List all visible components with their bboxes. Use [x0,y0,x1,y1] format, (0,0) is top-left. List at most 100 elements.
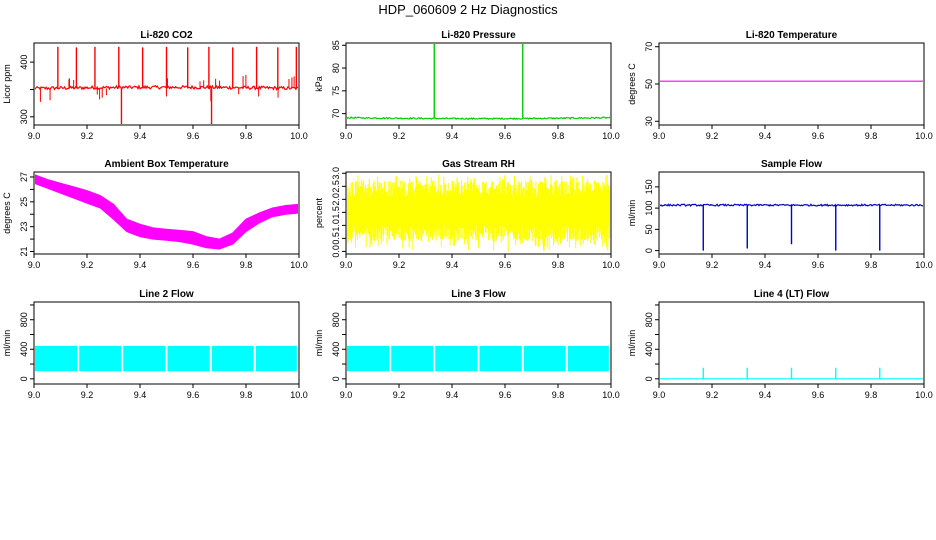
x-tick-label: 10.0 [602,260,620,270]
y-tick-label: 0 [644,376,654,381]
x-tick-label: 9.0 [340,131,353,141]
x-tick-label: 9.4 [134,131,147,141]
y-axis-label: ml/min [2,330,12,357]
x-tick-label: 9.6 [187,260,200,270]
x-tick-label: 9.0 [653,131,666,141]
x-tick-label: 10.0 [290,131,308,141]
y-axis-label: degrees C [627,63,637,105]
x-tick-label: 9.0 [653,390,666,400]
chart-panel-8: Line 3 Flow ml/min 9.0 9.2 9.4 9.6 9.8 10.0 0 400… [314,289,620,400]
x-tick-label: 9.6 [499,260,512,270]
chart-panel-5: Gas Stream RH percent 9.0 9.2 9.4 9.6 9.8 10.0 0… [314,159,620,270]
chart-panel-2: Li-820 Pressure kPa 9.0 9.2 9.4 9.6 9.8 10.0 70 7… [314,30,620,141]
chart-title: Ambient Box Temperature [104,159,229,170]
x-tick-label: 9.4 [134,390,147,400]
y-tick-label: 400 [644,342,654,357]
x-tick-label: 9.4 [759,131,772,141]
chart-panel-9: Line 4 (LT) Flow ml/min 9.0 9.2 9.4 9.6 9.8 10.… [627,289,933,400]
x-tick-label: 9.4 [446,131,459,141]
y-axis-label: Licor ppm [2,64,12,104]
x-tick-label: 9.4 [446,260,459,270]
x-tick-label: 10.0 [290,390,308,400]
series-group [660,367,923,380]
y-tick-label: 1.5 [331,206,341,219]
chart-panel-7: Line 2 Flow ml/min 9.0 9.2 9.4 9.6 9.8 10.0 0 400… [2,289,308,400]
series-line [347,116,610,121]
x-tick-label: 10.0 [290,260,308,270]
x-tick-label: 9.8 [865,131,878,141]
x-tick-label: 9.2 [706,260,719,270]
plot-frame [658,301,925,385]
y-tick-label: 2.0 [331,193,341,206]
x-tick-label: 9.8 [552,131,565,141]
chart-title: Line 3 Flow [451,289,506,300]
y-axis-label: kPa [314,76,324,92]
y-tick-label: 85 [331,40,341,50]
x-tick-label: 9.4 [446,390,459,400]
y-tick-label: 0 [19,376,29,381]
x-tick-label: 9.6 [499,131,512,141]
series-group [347,44,610,121]
x-tick-label: 9.8 [865,390,878,400]
y-tick-label: 27 [19,172,29,182]
y-tick-label: 70 [331,109,341,119]
x-tick-label: 9.4 [759,260,772,270]
x-tick-label: 9.6 [812,390,825,400]
x-tick-label: 9.4 [759,390,772,400]
y-tick-label: 400 [331,342,341,357]
y-axis-label: percent [314,197,324,228]
x-tick-label: 9.2 [706,390,719,400]
chart-panel-1: Li-820 CO2 Licor ppm 9.0 9.2 9.4 9.6 9.8 10.0 30… [2,30,308,141]
y-tick-label: 0 [331,376,341,381]
chart-title: Line 2 Flow [139,289,194,300]
chart-title: Gas Stream RH [442,159,515,170]
series-band [35,345,297,372]
x-tick-label: 9.6 [187,131,200,141]
plot-frame [33,301,300,385]
series-group [35,46,298,124]
y-tick-label: 3.0 [331,167,341,180]
page-title: HDP_060609 2 Hz Diagnostics [378,2,558,17]
x-tick-label: 9.0 [653,260,666,270]
x-tick-label: 9.8 [552,260,565,270]
x-tick-label: 10.0 [602,131,620,141]
x-tick-label: 9.2 [81,260,94,270]
y-tick-label: 23 [19,222,29,232]
y-tick-label: 0 [644,248,654,253]
x-tick-label: 9.0 [340,390,353,400]
y-tick-label: 0.5 [331,232,341,245]
chart-panel-3: Li-820 Temperature degrees C 9.0 9.2 9.4 9.6 9… [627,30,933,141]
plot-frame [345,301,612,385]
chart-panel-4: Ambient Box Temperature degrees C 9.0 9.2 9.… [2,159,308,270]
x-tick-label: 9.2 [81,390,94,400]
series-group [660,203,923,251]
plot-frame [33,42,300,126]
y-axis-label: degrees C [2,192,12,234]
y-tick-label: 25 [19,197,29,207]
plot-frame [33,171,300,255]
x-tick-label: 9.8 [240,390,253,400]
y-tick-label: 400 [19,55,29,70]
y-tick-label: 75 [331,86,341,96]
series-band [347,345,609,372]
series-group [347,174,610,252]
y-tick-label: 150 [644,179,654,194]
y-tick-label: 400 [19,342,29,357]
y-axis-label: ml/min [627,200,637,227]
x-tick-label: 10.0 [915,260,933,270]
chart-title: Sample Flow [761,159,822,170]
plot-frame [345,42,612,126]
chart-title: Li-820 Temperature [746,30,838,41]
x-tick-label: 9.8 [865,260,878,270]
x-tick-label: 9.6 [812,260,825,270]
chart-panel-6: Sample Flow ml/min 9.0 9.2 9.4 9.6 9.8 10.0 0 50 1… [627,159,933,270]
y-tick-label: 0.0 [331,245,341,258]
y-tick-label: 80 [331,63,341,73]
x-tick-label: 9.0 [28,131,41,141]
series-group [35,174,298,250]
x-tick-label: 9.2 [393,131,406,141]
y-tick-label: 50 [644,224,654,234]
x-tick-label: 9.0 [28,260,41,270]
y-axis-label: ml/min [627,330,637,357]
